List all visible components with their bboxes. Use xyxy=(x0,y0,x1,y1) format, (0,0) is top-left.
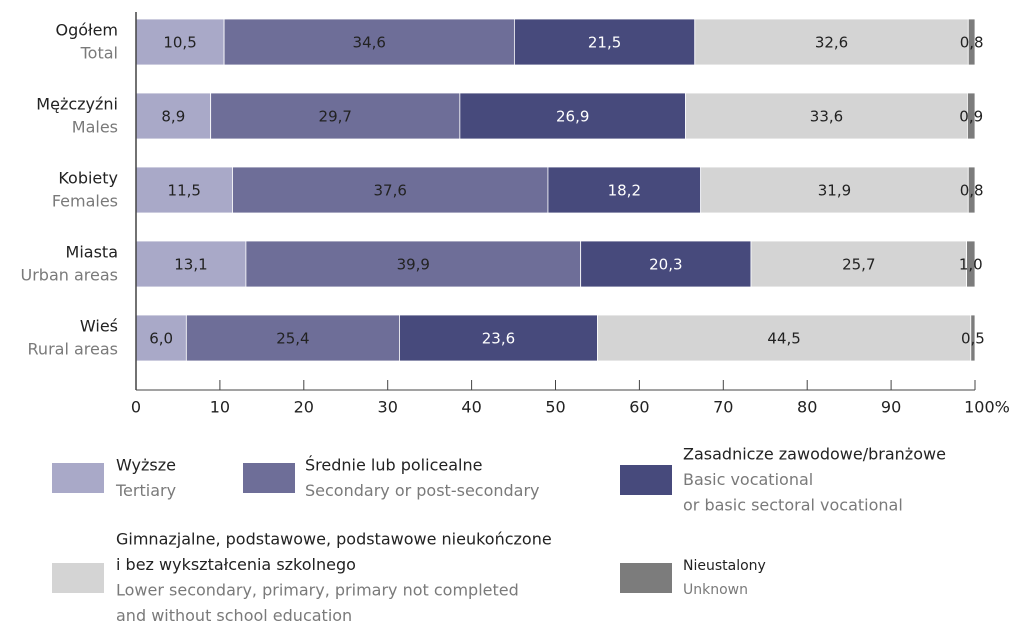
x-tick-label: 40 xyxy=(461,398,481,417)
legend-label: Średnie lub policealne xyxy=(305,456,482,475)
bar-segment xyxy=(399,314,598,362)
value-label: 0,9 xyxy=(959,108,983,126)
value-label: 23,6 xyxy=(482,330,515,348)
value-label: 44,5 xyxy=(767,330,800,348)
x-tick-label: 10 xyxy=(210,398,230,417)
bar-segment xyxy=(597,314,972,362)
legend-label: Wyższe xyxy=(116,456,176,475)
value-label: 0,8 xyxy=(960,182,984,200)
legend-label: i bez wykształcenia szkolnego xyxy=(116,555,356,574)
bar-segment xyxy=(967,166,976,214)
legend-label: Zasadnicze zawodowe/branżowe xyxy=(683,445,946,464)
legend-label: Gimnazjalne, podstawowe, podstawowe nieu… xyxy=(116,530,552,549)
value-label: 0,5 xyxy=(961,330,985,348)
category-label-en: Urban areas xyxy=(21,266,119,285)
bar-segment xyxy=(513,18,696,66)
legend-label-en: Unknown xyxy=(683,582,748,598)
legend-swatch xyxy=(620,563,672,593)
bar-segment xyxy=(966,240,976,288)
x-tick-label: 70 xyxy=(713,398,733,417)
legend-swatch xyxy=(243,463,295,493)
bar-segment xyxy=(685,92,968,140)
bar-segment xyxy=(967,92,976,140)
bar-segment xyxy=(223,18,515,66)
x-tick-label: 90 xyxy=(881,398,901,417)
legend-label: Nieustalony xyxy=(683,558,766,574)
bar-segment xyxy=(459,92,686,140)
value-label: 31,9 xyxy=(818,182,851,200)
bar-segment xyxy=(185,314,400,362)
legend-label-en: Tertiary xyxy=(115,481,176,500)
value-label: 32,6 xyxy=(815,34,848,52)
bar-segment xyxy=(135,314,187,362)
value-label: 6,0 xyxy=(149,330,173,348)
bar-segment xyxy=(970,314,976,362)
category-label: Wieś xyxy=(80,317,118,336)
x-tick-label: 20 xyxy=(294,398,314,417)
value-label: 25,7 xyxy=(842,256,875,274)
category-label-en: Rural areas xyxy=(28,340,118,359)
x-tick-label: 0 xyxy=(131,398,141,417)
legend-swatch xyxy=(52,463,104,493)
bar-segment xyxy=(232,166,549,214)
value-label: 34,6 xyxy=(353,34,386,52)
value-label: 20,3 xyxy=(649,256,682,274)
bar-segment xyxy=(694,18,969,66)
x-tick-label: 30 xyxy=(378,398,398,417)
bar-segment xyxy=(135,18,225,66)
value-label: 18,2 xyxy=(608,182,641,200)
value-label: 8,9 xyxy=(161,108,185,126)
bar-segment xyxy=(547,166,702,214)
legend-label-en: Secondary or post-secondary xyxy=(305,481,540,500)
category-label-en: Males xyxy=(72,118,118,137)
value-label: 0,8 xyxy=(960,34,984,52)
x-tick-label: 50 xyxy=(545,398,565,417)
value-label: 21,5 xyxy=(588,34,621,52)
value-label: 33,6 xyxy=(810,108,843,126)
legend-label-en: Lower secondary, primary, primary not co… xyxy=(116,581,519,600)
x-tick-label: 100% xyxy=(964,398,1010,417)
legend-swatch xyxy=(52,563,104,593)
bar-segment xyxy=(135,166,233,214)
category-label: Ogółem xyxy=(55,21,118,40)
value-label: 39,9 xyxy=(397,256,430,274)
bar-segment xyxy=(245,240,582,288)
bar-segment xyxy=(967,18,976,66)
category-label-en: Females xyxy=(52,192,118,211)
bar-segment xyxy=(700,166,969,214)
bar-segment xyxy=(750,240,968,288)
legend-swatch xyxy=(620,465,672,495)
value-label: 37,6 xyxy=(374,182,407,200)
bar-segment xyxy=(135,92,212,140)
value-label: 13,1 xyxy=(174,256,207,274)
legend-label-en: or basic sectoral vocational xyxy=(683,496,903,515)
category-label-en: Total xyxy=(80,44,118,63)
value-label: 29,7 xyxy=(319,108,352,126)
legend-label-en: Basic vocational xyxy=(683,470,813,489)
value-label: 26,9 xyxy=(556,108,589,126)
bar-segment xyxy=(210,92,461,140)
value-label: 11,5 xyxy=(168,182,201,200)
legend-label-en: and without school education xyxy=(116,606,352,624)
x-tick-label: 80 xyxy=(797,398,817,417)
bar-segment xyxy=(580,240,752,288)
category-label: Mężczyźni xyxy=(36,95,118,114)
category-label: Kobiety xyxy=(58,169,118,188)
x-tick-label: 60 xyxy=(629,398,649,417)
value-label: 25,4 xyxy=(276,330,309,348)
value-label: 10,5 xyxy=(163,34,196,52)
value-label: 1,0 xyxy=(959,256,983,274)
category-label: Miasta xyxy=(66,243,118,262)
